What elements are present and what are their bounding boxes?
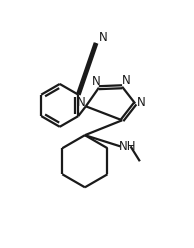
Text: N: N	[92, 75, 100, 88]
Text: N: N	[121, 74, 130, 87]
Text: NH: NH	[119, 140, 137, 153]
Text: N: N	[136, 96, 145, 109]
Text: N: N	[77, 96, 86, 109]
Text: N: N	[99, 31, 108, 44]
